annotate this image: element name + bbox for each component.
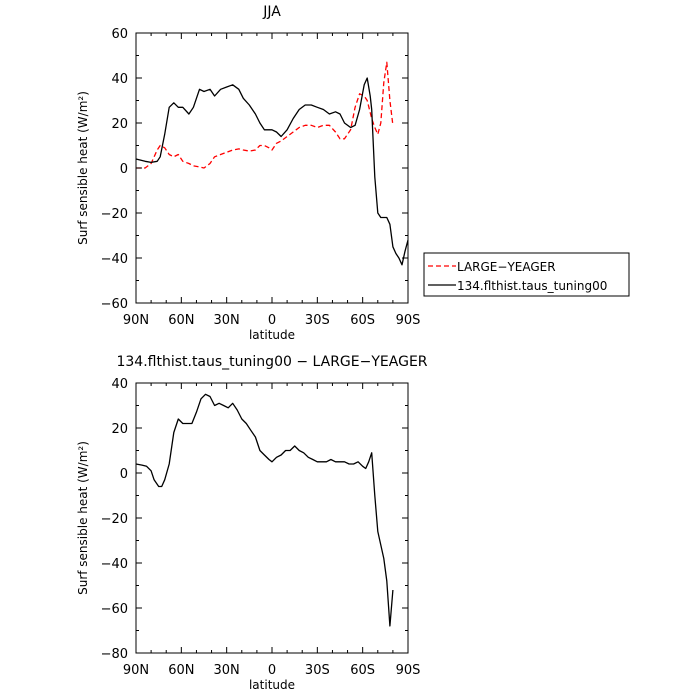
x-tick-label: 0 [268, 313, 276, 328]
legend-label-1: 134.flthist.taus_tuning00 [457, 279, 607, 293]
series-line-0 [136, 61, 394, 169]
series-line-1 [135, 77, 409, 266]
y-tick-label: −40 [101, 557, 128, 572]
y-tick-label: −60 [101, 602, 128, 617]
y-axis-label: Surf sensible heat (W/m²) [76, 441, 90, 595]
x-tick-label: 30S [305, 663, 330, 678]
x-tick-label: 90S [396, 663, 421, 678]
y-axis-label: Surf sensible heat (W/m²) [76, 91, 90, 245]
y-tick-label: 20 [111, 422, 128, 437]
y-tick-label: 0 [120, 162, 128, 177]
y-tick-label: −20 [101, 512, 128, 527]
series-line-0 [135, 393, 394, 627]
y-tick-label: −60 [101, 297, 128, 312]
x-axis-label: latitude [249, 678, 295, 692]
x-tick-label: 60N [168, 663, 194, 678]
y-tick-label: 0 [120, 467, 128, 482]
x-tick-label: 30N [214, 313, 240, 328]
y-tick-label: −80 [101, 647, 128, 662]
y-tick-label: 40 [111, 72, 128, 87]
x-tick-label: 90N [123, 663, 149, 678]
legend-box [423, 252, 630, 297]
x-tick-label: 30S [305, 313, 330, 328]
chart-title: 134.flthist.taus_tuning00 − LARGE−YEAGER [116, 354, 427, 370]
legend-label-0: LARGE−YEAGER [457, 260, 556, 274]
y-tick-label: −40 [101, 252, 128, 267]
x-tick-label: 0 [268, 663, 276, 678]
plot-frame [135, 32, 409, 304]
x-tick-label: 30N [214, 663, 240, 678]
bottom-panel-difference: 90N 60N 30N 0 30S 60S 90S −80 −60 −40 −20 0 20 40 134.… [76, 354, 428, 692]
y-tick-label: 20 [111, 117, 128, 132]
x-axis-label: latitude [249, 328, 295, 342]
x-tick-label: 60S [350, 663, 375, 678]
y-tick-label: 60 [111, 27, 128, 42]
top-panel-jja: 90N 60N 30N 0 30S 60S 90S −60 −40 −20 0 20 40 60 JJA la… [76, 4, 420, 342]
y-tick-label: −20 [101, 207, 128, 222]
legend: LARGE−YEAGER 134.flthist.taus_tuning00 [423, 252, 630, 297]
y-tick-label: 40 [111, 377, 128, 392]
x-tick-label: 60S [350, 313, 375, 328]
x-tick-label: 90N [123, 313, 149, 328]
x-tick-label: 60N [168, 313, 194, 328]
x-tick-label: 90S [396, 313, 421, 328]
chart-title: JJA [262, 4, 281, 20]
